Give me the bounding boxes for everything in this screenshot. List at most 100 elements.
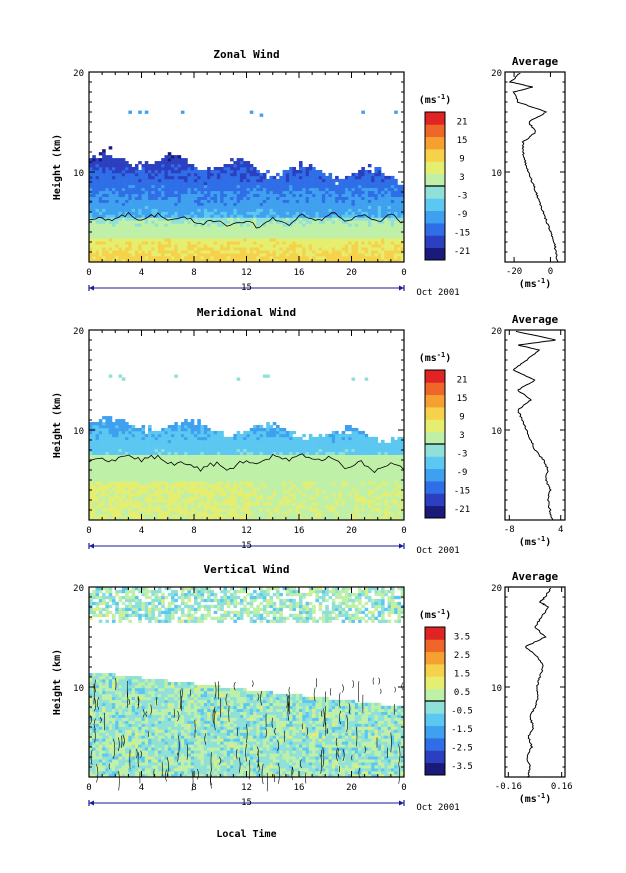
heatmap-cell xyxy=(148,427,152,432)
heatmap-cell xyxy=(331,193,336,197)
heatmap-cell xyxy=(89,223,93,227)
heatmap-cell xyxy=(118,487,123,491)
heatmap-cell xyxy=(184,442,188,447)
heatmap-cell xyxy=(98,214,103,218)
heatmap-cell xyxy=(213,469,218,473)
heatmap-cell xyxy=(102,205,106,209)
heatmap-cell xyxy=(279,175,283,180)
heatmap-cell xyxy=(348,232,352,236)
heatmap-cell xyxy=(216,256,221,260)
heatmap-cell xyxy=(308,238,313,242)
heatmap-cell xyxy=(233,220,237,224)
heatmap-cell xyxy=(302,238,306,242)
heatmap-cell xyxy=(157,478,162,482)
heatmap-cell xyxy=(367,229,372,233)
heatmap-cell xyxy=(259,256,264,260)
heatmap-cell xyxy=(138,430,142,435)
heatmap-cell xyxy=(102,469,106,473)
heatmap-cell xyxy=(187,220,192,224)
heatmap-cell xyxy=(299,244,303,248)
heatmap-cell xyxy=(374,208,379,212)
heatmap-cell xyxy=(321,196,326,200)
heatmap-cell xyxy=(89,235,93,239)
heatmap-cell xyxy=(243,451,247,455)
heatmap-cell xyxy=(239,223,244,227)
heatmap-cell xyxy=(138,238,142,242)
heatmap-cell xyxy=(98,469,103,473)
heatmap-cell xyxy=(151,167,155,171)
heatmap-cell xyxy=(108,226,113,230)
heatmap-cell xyxy=(102,433,106,438)
heatmap-cell xyxy=(325,229,329,233)
heatmap-cell xyxy=(177,167,182,171)
heatmap-cell xyxy=(102,187,106,192)
heatmap-cell xyxy=(197,493,201,497)
heatmap-cell xyxy=(118,436,123,441)
heatmap-cell xyxy=(187,256,192,260)
heatmap-cell xyxy=(125,223,129,227)
heatmap-cell xyxy=(269,181,274,186)
heatmap-cell xyxy=(134,196,139,200)
heatmap-cell xyxy=(207,253,211,257)
heatmap-cell xyxy=(148,256,152,260)
heatmap-cell xyxy=(253,214,257,218)
heatmap-cell xyxy=(338,244,342,248)
heatmap-cell xyxy=(164,167,169,171)
heatmap-cell xyxy=(134,199,139,203)
heatmap-cell xyxy=(348,250,352,254)
heatmap-cell xyxy=(246,184,251,189)
heatmap-cell xyxy=(197,508,201,512)
heatmap-cell xyxy=(246,161,251,165)
heatmap-cell xyxy=(348,241,352,245)
heatmap-cell xyxy=(121,199,126,203)
heatmap-cell xyxy=(164,235,169,239)
heatmap-cell xyxy=(249,256,254,260)
heatmap-cell xyxy=(121,226,126,230)
heatmap-cell xyxy=(148,244,152,248)
heatmap-cell xyxy=(226,490,231,494)
heatmap-cell xyxy=(338,241,342,245)
heatmap-cell xyxy=(154,253,159,257)
heatmap-cell xyxy=(210,190,214,195)
heatmap-cell xyxy=(236,484,241,488)
heatmap-cell xyxy=(171,259,175,263)
heatmap-cell xyxy=(177,175,182,180)
heatmap-cell xyxy=(89,226,93,230)
heatmap-cell xyxy=(325,217,329,221)
heatmap-cell xyxy=(111,448,116,453)
heatmap-cell xyxy=(256,250,260,254)
heatmap-cell xyxy=(164,427,169,432)
heatmap-cell xyxy=(361,199,365,203)
heatmap-cell xyxy=(226,472,231,476)
heatmap-cell xyxy=(180,250,185,254)
heatmap-cell xyxy=(364,226,369,230)
heatmap-cell xyxy=(177,490,182,494)
heatmap-cell xyxy=(390,232,395,236)
heatmap-cell xyxy=(121,211,126,215)
heatmap-cell xyxy=(190,244,195,248)
heatmap-cell xyxy=(125,460,129,464)
heatmap-cell xyxy=(95,199,100,203)
heatmap-cell xyxy=(276,172,280,177)
heatmap-cell xyxy=(148,484,152,488)
heatmap-cell xyxy=(184,425,188,429)
heatmap-cell xyxy=(131,199,136,203)
heatmap-cell xyxy=(397,259,402,263)
heatmap-cell xyxy=(203,425,208,429)
heatmap-cell xyxy=(197,244,201,248)
heatmap-cell xyxy=(138,463,142,467)
heatmap-cell xyxy=(216,238,221,242)
heatmap-cell xyxy=(400,226,405,230)
heatmap-cell xyxy=(177,496,182,500)
heatmap-cell xyxy=(131,451,136,455)
heatmap-cell xyxy=(164,187,169,192)
heatmap-cell xyxy=(216,466,221,470)
heatmap-cell xyxy=(154,229,159,233)
heatmap-cell xyxy=(351,208,356,212)
heatmap-cell xyxy=(197,217,201,221)
heatmap-cell xyxy=(184,205,188,209)
heatmap-cell xyxy=(144,214,149,218)
heatmap-cell xyxy=(207,199,211,203)
heatmap-cell xyxy=(377,253,382,257)
heatmap-cell xyxy=(262,181,267,186)
